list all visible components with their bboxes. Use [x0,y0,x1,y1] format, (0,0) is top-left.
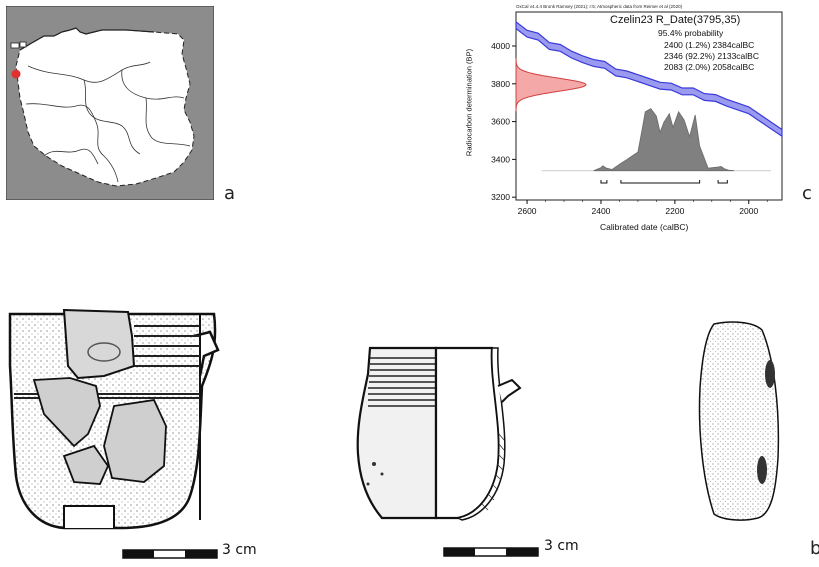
range-label-1: 2400 (1.2%) 2384calBC [664,40,755,50]
region-boundary [83,79,141,155]
beaker-lug [497,378,522,403]
scale-bar-1 [122,545,218,564]
panel-label-c: c [802,183,812,204]
poland-outline [15,27,195,187]
range-bars-layer [600,179,728,184]
panel-label-a: a [224,183,236,204]
region-boundary [145,97,191,147]
scale-bar-2 [443,543,539,562]
x-ticks: 2600 2400 2200 2000 [518,200,768,216]
probability-label: 95.4% probability [658,28,724,38]
chart-header: OxCal v4.4.4 Bronk Ramsey (2021); r:5; A… [516,4,683,9]
x-axis-label: Calibrated date (calBC) [600,222,689,232]
range-bar-2 [620,179,701,184]
radiocarbon-distribution-layer [515,58,587,112]
y-tick-label: 3400 [491,154,510,164]
x-tick-label: 2600 [518,206,537,216]
y-ticks: 3200 3400 3600 3800 4000 [491,41,516,202]
range-label-3: 2083 (2.0%) 2058calBC [664,62,755,72]
coastline [19,27,155,51]
radiocarbon-distribution [515,58,587,112]
stone-tool-drawing [692,318,788,524]
island [10,42,20,49]
range-bar-3 [717,179,728,184]
posterior-distribution [593,108,735,172]
x-tick-label: 2000 [739,206,758,216]
island [19,41,27,48]
scale-bar-1-label: 3 cm [222,542,257,558]
site-marker [11,69,21,79]
y-tick-label: 3200 [491,192,510,202]
calibration-chart: 2600 2400 2200 2000 3200 3400 3600 3800 4000 Ox… [460,2,790,238]
range-bar-1 [600,179,608,184]
y-tick-label: 4000 [491,41,510,51]
region-boundary [27,61,151,83]
scale-bar-2-label: 3 cm [544,538,579,554]
x-tick-label: 2200 [665,206,684,216]
beaker-exterior [356,346,438,520]
chart-title: Czelin23 R_Date(3795,35) [610,14,741,26]
poland-map [5,5,215,201]
y-tick-label: 3600 [491,117,510,127]
beaker-1-drawing [4,306,234,534]
stone-tool-outline [698,321,780,521]
panel-label-b: b [810,538,819,559]
y-axis-label: Radiocarbon determination (BP) [464,48,474,157]
y-tick-label: 3800 [491,79,510,89]
calibration-curve-layer [515,20,783,138]
region-boundary [43,148,99,165]
calibration-svg: 2600 2400 2200 2000 3200 3400 3600 3800 4000 [491,11,783,216]
posterior-layer [541,108,771,172]
map-panel [5,5,215,201]
beaker-2-drawing [352,344,538,522]
region-boundary [25,103,119,183]
x-tick-label: 2400 [592,206,611,216]
range-label-2: 2346 (92.2%) 2133calBC [664,51,759,61]
calibration-curve-band [515,20,783,138]
